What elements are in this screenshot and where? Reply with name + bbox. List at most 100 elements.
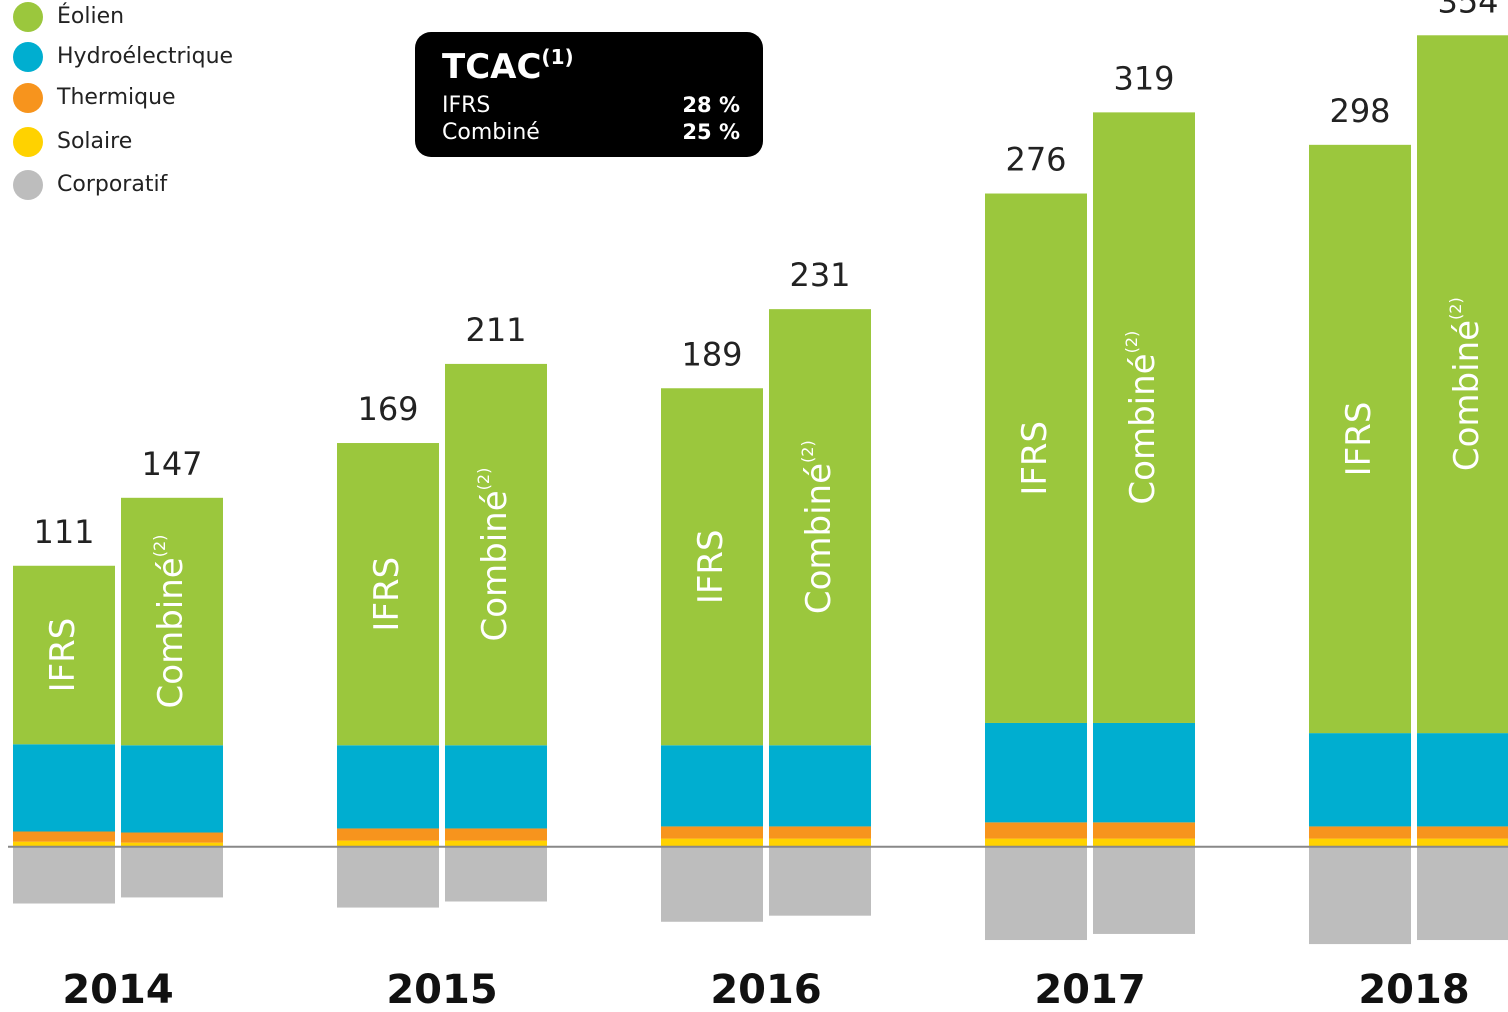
bar-segment xyxy=(337,745,439,829)
bar-segment xyxy=(985,822,1087,839)
bar-segment xyxy=(121,842,223,847)
bar-kind-label: IFRS xyxy=(1015,421,1055,496)
bar-segment xyxy=(337,443,439,746)
bar-segment xyxy=(769,838,871,847)
bar-segment xyxy=(445,745,547,829)
cagr-row-label: Combiné xyxy=(442,120,540,145)
bar-segment xyxy=(1417,846,1508,941)
bar-segment xyxy=(13,846,115,904)
bar-kind-text: IFRS xyxy=(1339,402,1379,477)
cagr-title-text: TCAC xyxy=(442,47,541,87)
bar-segment xyxy=(985,846,1087,941)
cagr-note: (1) xyxy=(541,45,573,69)
bar-kind-label: Combiné(2) xyxy=(1122,331,1163,505)
total-label: 354 xyxy=(1437,0,1498,20)
bar-segment xyxy=(1417,838,1508,847)
bar-segment xyxy=(1309,846,1411,945)
bar-segment xyxy=(121,497,223,746)
bar-segment xyxy=(769,745,871,827)
bar-kind-note: (2) xyxy=(1446,297,1465,320)
bar-kind-note: (2) xyxy=(474,468,493,491)
legend-swatch xyxy=(13,170,43,200)
bar-segment xyxy=(1309,733,1411,827)
bar-segment xyxy=(661,846,763,922)
total-label: 231 xyxy=(789,256,850,294)
bar-segment xyxy=(445,363,547,746)
bar-kind-note: (2) xyxy=(798,440,817,463)
bar-segment xyxy=(661,388,763,746)
bar-segment xyxy=(769,309,871,746)
bar-kind-text: IFRS xyxy=(43,618,83,693)
x-tick-label: 2018 xyxy=(1358,967,1469,1012)
bar-kind-text: Combiné xyxy=(151,557,191,708)
bar-kind-text: Combiné xyxy=(1123,353,1163,504)
bar-segment xyxy=(1309,144,1411,734)
bar-segment xyxy=(661,838,763,847)
bar-segment xyxy=(121,832,223,843)
bar-kind-text: Combiné xyxy=(475,490,515,641)
bar-kind-text: IFRS xyxy=(367,557,407,632)
cagr-row-value: 28 % xyxy=(682,93,740,117)
bar-segment xyxy=(1093,838,1195,847)
bar-segment xyxy=(1093,846,1195,934)
bar-segment xyxy=(337,828,439,841)
bar-segment xyxy=(1309,826,1411,839)
bar-kind-label: Combiné(2) xyxy=(474,468,515,642)
bar-kind-label: Combiné(2) xyxy=(798,440,839,614)
bar-segment xyxy=(985,838,1087,847)
bar-kind-label: IFRS xyxy=(691,529,731,604)
legend-label: Thermique xyxy=(56,85,176,110)
bar-segment xyxy=(1309,838,1411,847)
total-label: 169 xyxy=(357,390,418,428)
bar-segment xyxy=(985,193,1087,723)
bar-segment xyxy=(1093,722,1195,823)
legend-label: Hydroélectrique xyxy=(57,44,233,69)
cagr-box: TCAC(1) IFRS 28 % Combiné 25 % xyxy=(415,32,763,157)
bar-segment xyxy=(121,846,223,898)
total-label: 276 xyxy=(1005,141,1066,179)
cagr-title: TCAC(1) xyxy=(442,45,574,87)
total-label: 147 xyxy=(141,445,202,483)
bar-segment xyxy=(13,565,115,745)
bar-kind-text: IFRS xyxy=(691,529,731,604)
legend-label: Corporatif xyxy=(57,172,169,197)
bar-kind-note: (2) xyxy=(150,535,169,558)
bar-kind-label: Combiné(2) xyxy=(150,535,191,709)
bar-segment xyxy=(661,826,763,839)
total-label: 111 xyxy=(33,513,94,551)
x-tick-label: 2015 xyxy=(386,967,497,1012)
bar-kind-label: Combiné(2) xyxy=(1446,297,1487,471)
bar-kind-label: IFRS xyxy=(43,618,83,693)
bar-segment xyxy=(1417,826,1508,839)
bar-segment xyxy=(1093,822,1195,839)
legend-label: Solaire xyxy=(57,129,132,154)
legend-swatch xyxy=(13,42,43,72)
bar-kind-label: IFRS xyxy=(1339,402,1379,477)
bar-segment xyxy=(13,831,115,842)
bar-segment xyxy=(661,745,763,827)
bar-segment xyxy=(13,841,115,847)
total-label: 189 xyxy=(681,335,742,373)
bar-segment xyxy=(445,840,547,847)
bar-kind-text: Combiné xyxy=(1447,320,1487,471)
legend-swatch xyxy=(13,2,43,32)
bar-segment xyxy=(1417,35,1508,734)
cagr-background xyxy=(415,32,763,157)
x-tick-label: 2017 xyxy=(1034,967,1145,1012)
bar-segment xyxy=(1093,112,1195,723)
bar-segment xyxy=(769,826,871,839)
bar-segment xyxy=(1417,733,1508,827)
bar-segment xyxy=(13,744,115,832)
bar-segment xyxy=(121,745,223,833)
bar-kind-text: IFRS xyxy=(1015,421,1055,496)
legend-swatch xyxy=(13,83,43,113)
bar-kind-label: IFRS xyxy=(367,557,407,632)
bar-segment xyxy=(337,840,439,847)
bar-kind-note: (2) xyxy=(1122,331,1141,354)
legend-label: Éolien xyxy=(57,3,124,29)
total-label: 211 xyxy=(465,311,526,349)
x-tick-label: 2016 xyxy=(710,967,821,1012)
bar-segment xyxy=(337,846,439,908)
bar-segment xyxy=(445,846,547,902)
